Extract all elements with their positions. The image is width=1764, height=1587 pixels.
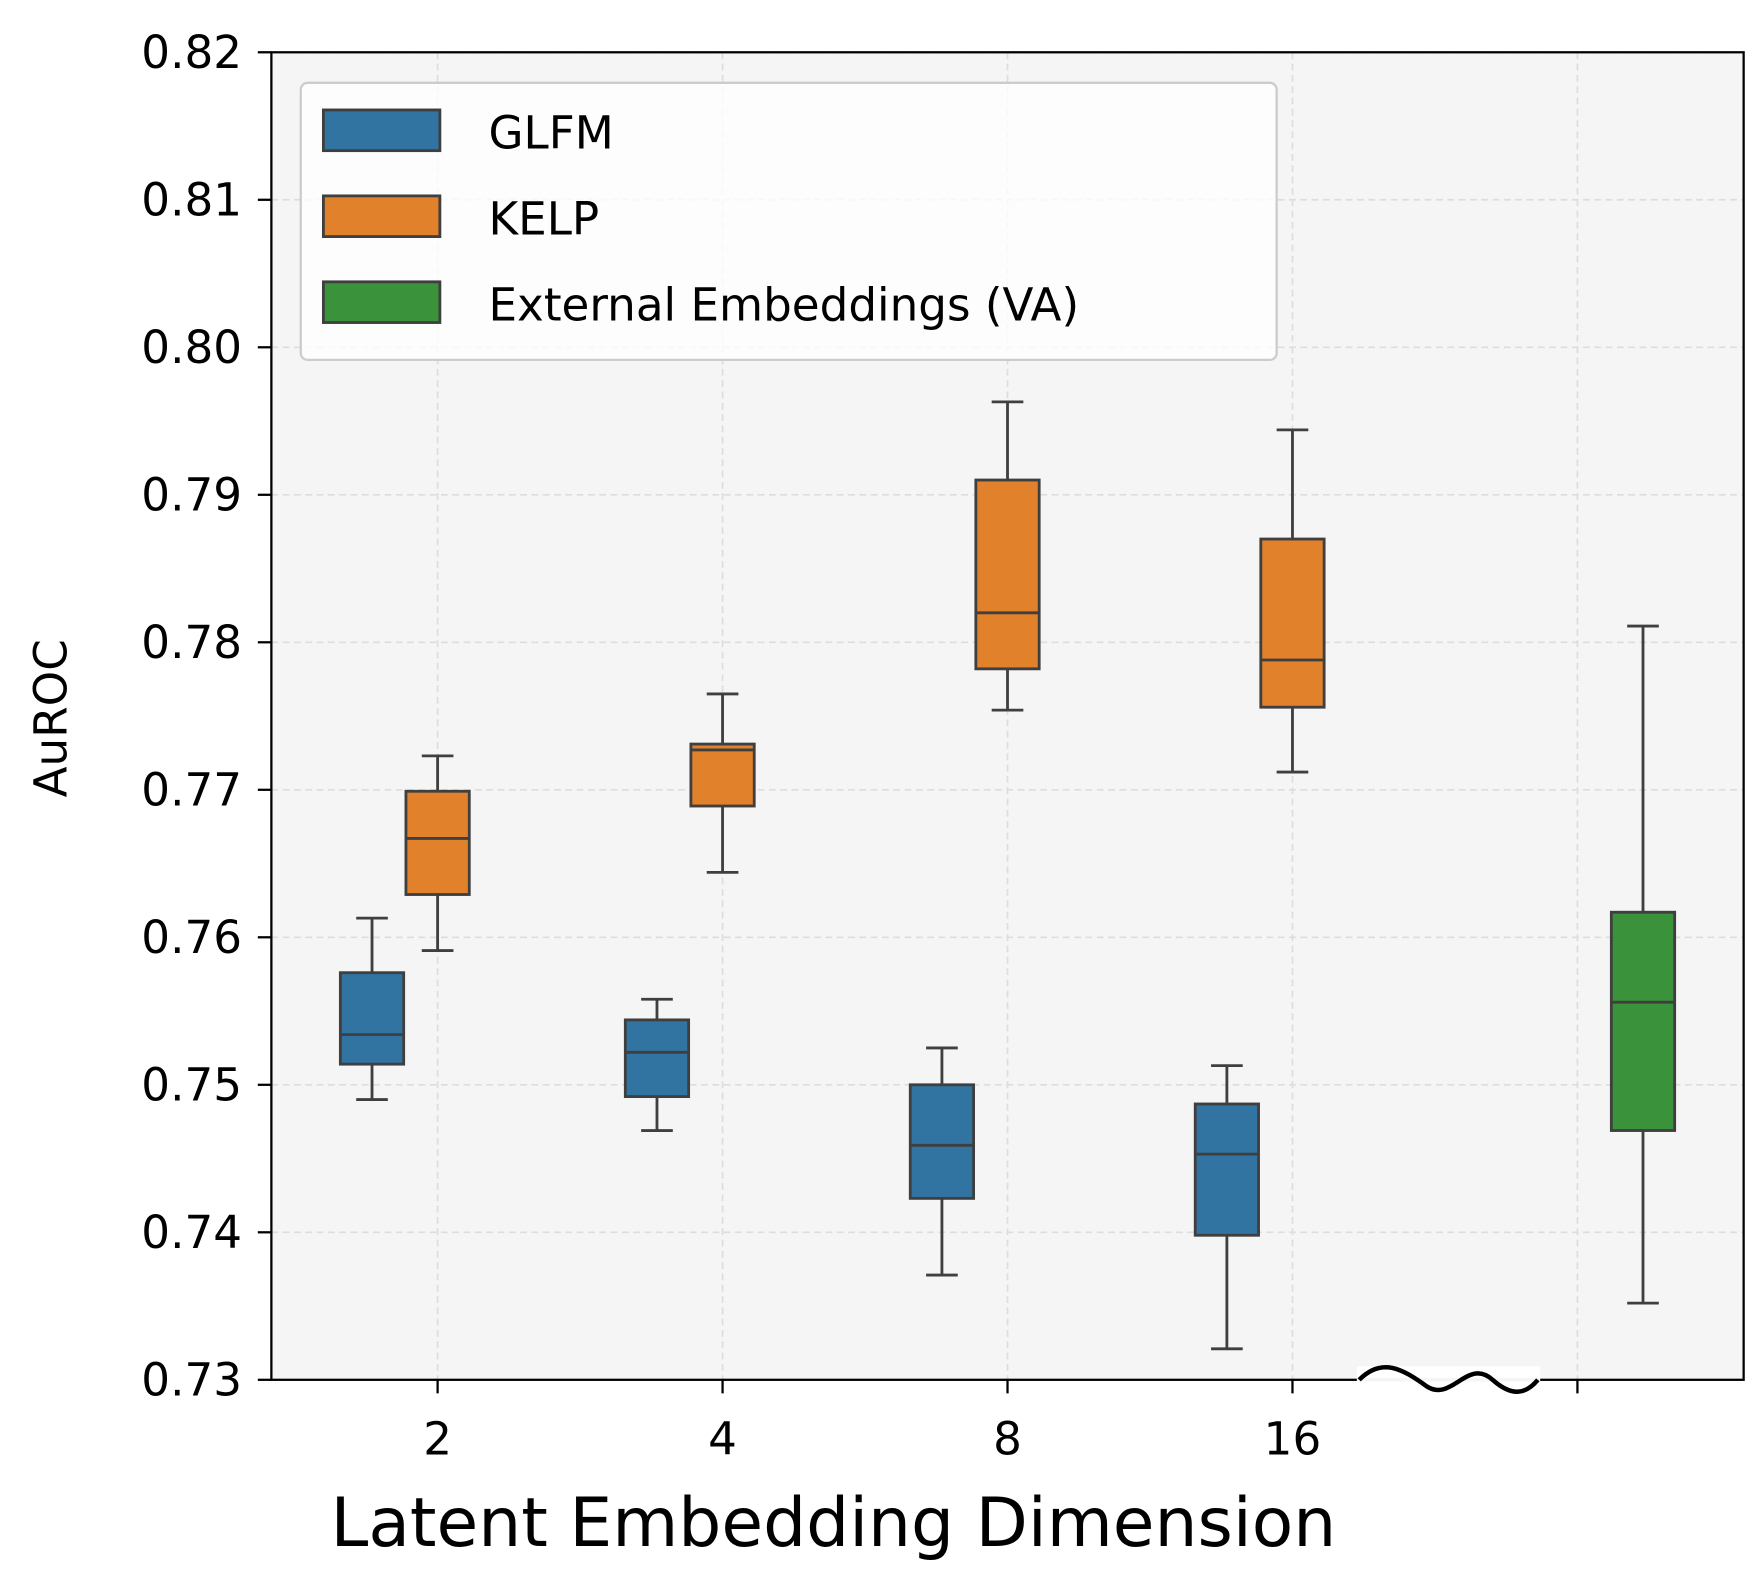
box-body: [689, 742, 756, 808]
legend-item: External Embeddings (VA): [321, 278, 1079, 331]
x-tick-label: 16: [1264, 1412, 1322, 1465]
y-tick-label: 0.81: [141, 174, 242, 227]
y-tick-label: 0.78: [141, 616, 242, 669]
box-body: [908, 1083, 976, 1200]
box-glfm-8: [908, 1046, 976, 1277]
legend-label: KELP: [488, 192, 599, 245]
box-body: [1193, 1102, 1260, 1237]
legend-label: External Embeddings (VA): [488, 278, 1079, 331]
box-external-embeddings-va--va: [1609, 624, 1677, 1305]
x-axis-label: Latent Embedding Dimension: [331, 1483, 1337, 1562]
x-axis: 2 4 8 16: [423, 1379, 1579, 1465]
legend-swatch: [321, 194, 442, 239]
x-tick-label: 4: [708, 1412, 737, 1465]
legend-swatch: [321, 108, 442, 153]
box-body: [338, 971, 406, 1066]
box-body: [974, 478, 1041, 671]
box-body: [404, 789, 471, 896]
box-kelp-16: [1259, 428, 1326, 774]
y-tick-label: 0.79: [141, 469, 242, 522]
boxes: [338, 400, 1677, 1351]
legend: GLFM KELP External Embeddings (VA): [299, 81, 1278, 361]
x-tick-label: 8: [993, 1412, 1022, 1465]
box-glfm-4: [623, 997, 691, 1132]
x-tick-label: 2: [423, 1412, 452, 1465]
box-kelp-4: [689, 692, 756, 874]
box-glfm-16: [1193, 1064, 1260, 1351]
box-kelp-2: [404, 754, 471, 952]
y-tick-label: 0.75: [141, 1059, 242, 1112]
y-axis-label: AuROC: [25, 639, 78, 797]
legend-item: KELP: [321, 192, 599, 245]
axis-break-icon: [1356, 1364, 1541, 1394]
y-tick-label: 0.80: [141, 321, 242, 374]
y-tick-label: 0.76: [141, 911, 242, 964]
box-body: [1259, 537, 1326, 709]
legend-swatch: [321, 280, 442, 324]
y-tick-label: 0.74: [141, 1206, 242, 1259]
box-body: [623, 1018, 691, 1099]
y-tick-label: 0.82: [141, 26, 242, 79]
box-body: [1609, 910, 1677, 1132]
y-axis: 0.73 0.74 0.75 0.76 0.77 0.78 0.79 0.80 0.81 0.82: [141, 26, 272, 1407]
y-tick-label: 0.73: [141, 1354, 242, 1407]
legend-item: GLFM: [321, 106, 614, 159]
box-glfm-2: [338, 916, 406, 1101]
box-kelp-8: [974, 400, 1041, 712]
legend-label: GLFM: [488, 106, 613, 159]
y-tick-label: 0.77: [141, 764, 242, 817]
